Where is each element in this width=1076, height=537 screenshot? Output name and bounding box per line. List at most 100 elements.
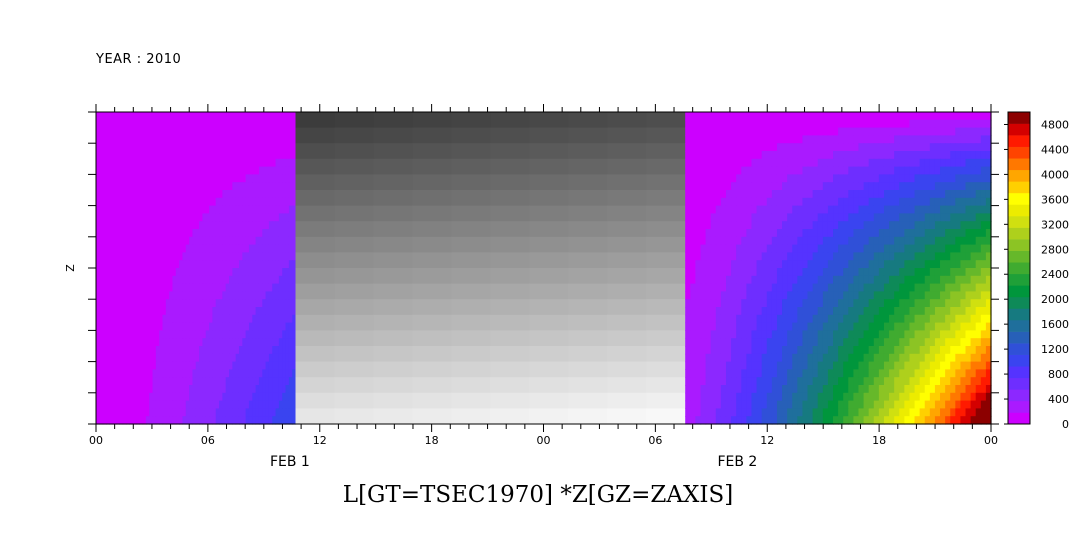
field-cell xyxy=(858,353,865,363)
field-cell xyxy=(894,166,900,175)
field-cell xyxy=(766,221,773,230)
field-cell xyxy=(235,143,240,152)
field-cell xyxy=(766,143,773,152)
field-cell xyxy=(868,346,875,355)
field-cell xyxy=(149,205,154,214)
field-cell xyxy=(132,307,137,316)
field-cell xyxy=(119,400,124,409)
field-cell xyxy=(169,369,174,378)
field-cell xyxy=(685,166,691,175)
field-cell xyxy=(909,377,916,386)
field-cell xyxy=(782,392,788,402)
field-cell xyxy=(838,135,844,144)
field-cell xyxy=(710,166,717,175)
field-cell xyxy=(255,299,260,308)
field-cell xyxy=(205,244,210,253)
field-cell xyxy=(115,291,120,300)
field-cell xyxy=(165,346,170,355)
field-cell xyxy=(96,205,100,214)
field-cell xyxy=(950,252,956,261)
field-cell xyxy=(255,174,260,183)
field-cell xyxy=(858,127,865,136)
field-cell xyxy=(268,135,273,144)
field-cell xyxy=(238,135,243,144)
field-cell xyxy=(980,127,987,136)
field-cell xyxy=(288,346,293,355)
field-cell xyxy=(827,268,834,277)
field-cell xyxy=(132,158,137,168)
field-cell xyxy=(112,166,117,175)
field-cell xyxy=(232,119,237,129)
field-cell xyxy=(215,119,220,129)
field-cell xyxy=(205,353,210,363)
field-cell xyxy=(285,166,290,175)
field-cell xyxy=(868,158,875,168)
field-cell xyxy=(165,400,170,409)
field-cell xyxy=(165,408,170,417)
field-cell xyxy=(268,127,273,136)
field-cell xyxy=(833,283,839,292)
field-cell xyxy=(853,346,860,355)
field-cell xyxy=(175,338,180,347)
field-cell xyxy=(787,135,793,144)
field-cell xyxy=(919,314,926,324)
field-cell xyxy=(225,221,230,230)
field-cell xyxy=(980,221,987,230)
field-cell xyxy=(899,158,905,168)
field-cell xyxy=(889,260,895,269)
field-cell xyxy=(833,299,839,308)
field-cell xyxy=(980,166,987,175)
field-cell xyxy=(212,283,217,292)
gray-cell xyxy=(451,346,491,363)
field-cell xyxy=(848,143,854,152)
field-cell xyxy=(132,166,137,175)
field-cell xyxy=(232,213,237,222)
field-cell xyxy=(807,135,814,144)
gray-cell xyxy=(646,127,686,144)
field-cell xyxy=(909,174,916,183)
field-cell xyxy=(209,330,213,339)
field-cell xyxy=(155,385,160,394)
field-cell xyxy=(192,291,197,300)
field-cell xyxy=(238,353,243,363)
field-cell xyxy=(761,205,768,214)
field-cell xyxy=(102,353,107,363)
field-cell xyxy=(242,112,247,121)
field-cell xyxy=(970,330,977,339)
field-cell xyxy=(258,151,263,160)
field-cell xyxy=(122,205,127,214)
field-cell xyxy=(102,135,107,144)
field-cell xyxy=(883,338,890,347)
gray-cell xyxy=(568,252,608,269)
field-cell xyxy=(112,221,117,230)
field-cell xyxy=(265,338,270,347)
field-cell xyxy=(229,151,233,160)
field-cell xyxy=(135,322,140,331)
field-cell xyxy=(965,166,972,175)
field-cell xyxy=(278,408,283,417)
field-cell xyxy=(209,143,213,152)
field-cell xyxy=(797,268,804,277)
field-cell xyxy=(858,330,865,339)
field-cell xyxy=(960,260,967,269)
field-cell xyxy=(149,392,154,402)
field-cell xyxy=(125,416,130,425)
field-cell xyxy=(112,127,117,136)
field-cell xyxy=(152,307,157,316)
field-cell xyxy=(761,338,768,347)
field-cell xyxy=(725,221,732,230)
field-cell xyxy=(741,392,747,402)
field-cell xyxy=(873,385,880,394)
field-cell xyxy=(766,314,773,324)
field-cell xyxy=(225,213,230,222)
field-section-grayscale xyxy=(295,112,686,425)
field-cell xyxy=(685,385,691,394)
field-cell xyxy=(129,221,134,230)
field-cell xyxy=(185,346,190,355)
field-cell xyxy=(690,190,696,199)
field-cell xyxy=(776,299,783,308)
field-cell xyxy=(229,314,233,324)
field-cell xyxy=(970,221,977,230)
field-cell xyxy=(705,127,712,136)
field-cell xyxy=(894,314,900,324)
